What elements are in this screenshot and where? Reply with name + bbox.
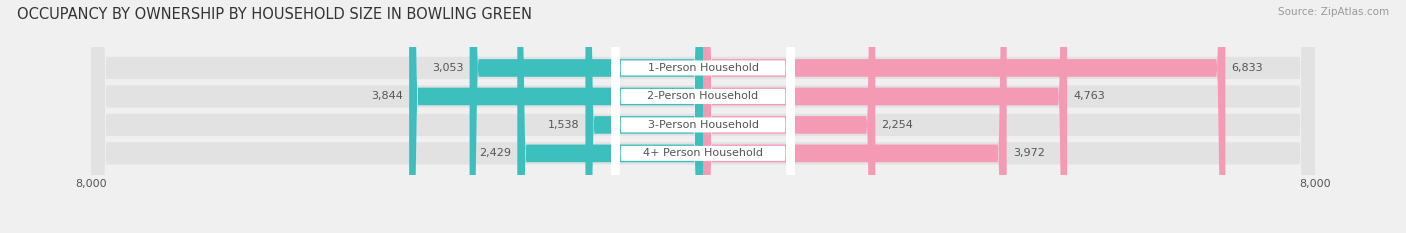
Text: 1,538: 1,538 bbox=[548, 120, 579, 130]
Text: 2,254: 2,254 bbox=[882, 120, 914, 130]
FancyBboxPatch shape bbox=[612, 0, 794, 233]
Text: 2-Person Household: 2-Person Household bbox=[647, 91, 759, 101]
FancyBboxPatch shape bbox=[585, 0, 703, 233]
Text: 4,763: 4,763 bbox=[1073, 91, 1105, 101]
FancyBboxPatch shape bbox=[703, 0, 876, 233]
FancyBboxPatch shape bbox=[612, 0, 794, 233]
Text: 3,972: 3,972 bbox=[1012, 148, 1045, 158]
FancyBboxPatch shape bbox=[409, 0, 703, 233]
FancyBboxPatch shape bbox=[612, 0, 794, 233]
Text: 3-Person Household: 3-Person Household bbox=[648, 120, 758, 130]
FancyBboxPatch shape bbox=[470, 0, 703, 233]
Text: Source: ZipAtlas.com: Source: ZipAtlas.com bbox=[1278, 7, 1389, 17]
Text: 4+ Person Household: 4+ Person Household bbox=[643, 148, 763, 158]
FancyBboxPatch shape bbox=[91, 0, 1315, 233]
Text: 2,429: 2,429 bbox=[479, 148, 512, 158]
Text: OCCUPANCY BY OWNERSHIP BY HOUSEHOLD SIZE IN BOWLING GREEN: OCCUPANCY BY OWNERSHIP BY HOUSEHOLD SIZE… bbox=[17, 7, 531, 22]
FancyBboxPatch shape bbox=[703, 0, 1007, 233]
Text: 6,833: 6,833 bbox=[1232, 63, 1263, 73]
Text: 1-Person Household: 1-Person Household bbox=[648, 63, 758, 73]
FancyBboxPatch shape bbox=[703, 0, 1226, 233]
Text: 3,053: 3,053 bbox=[432, 63, 464, 73]
FancyBboxPatch shape bbox=[703, 0, 1067, 233]
FancyBboxPatch shape bbox=[91, 0, 1315, 233]
FancyBboxPatch shape bbox=[517, 0, 703, 233]
FancyBboxPatch shape bbox=[612, 0, 794, 233]
FancyBboxPatch shape bbox=[91, 0, 1315, 233]
Text: 3,844: 3,844 bbox=[371, 91, 404, 101]
FancyBboxPatch shape bbox=[91, 0, 1315, 233]
